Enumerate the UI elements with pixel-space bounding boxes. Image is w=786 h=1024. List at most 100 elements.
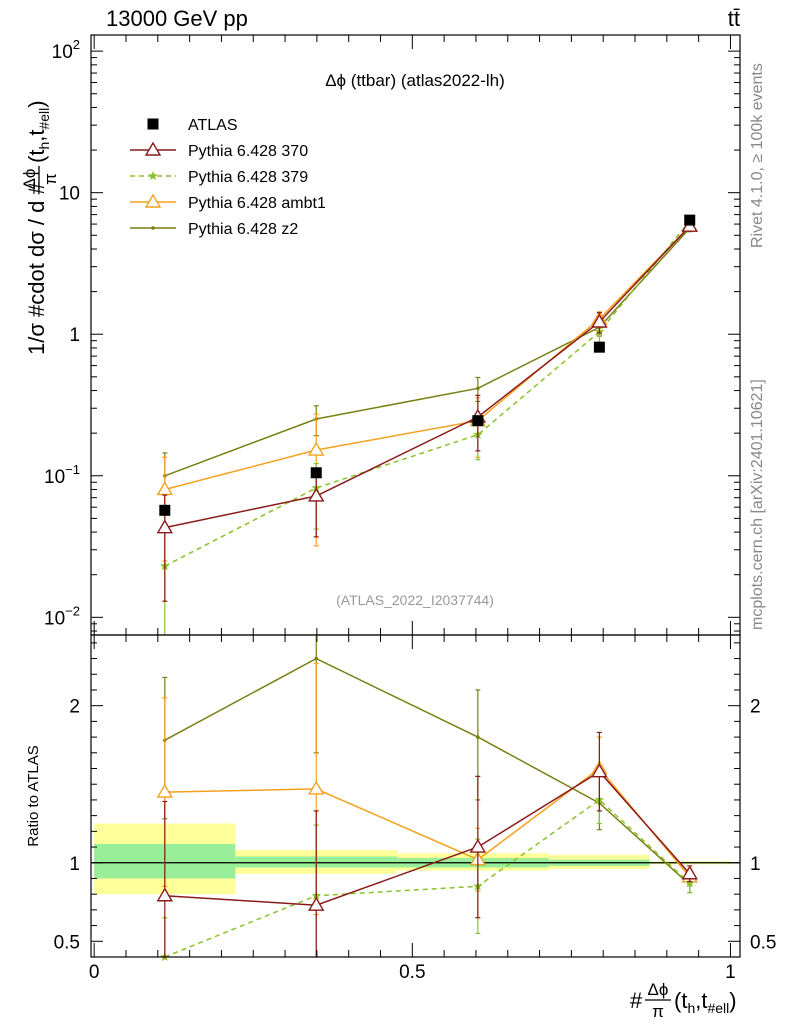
ratio-uncertainty-bands	[94, 823, 731, 895]
legend-marker	[144, 193, 162, 208]
main-series-1	[156, 217, 698, 602]
header-right-title: tt̄	[728, 6, 740, 31]
ylabel-frac-den: π	[41, 173, 60, 185]
ratio-y-tick-label-right: 1	[750, 854, 761, 875]
main-data-point	[684, 214, 696, 226]
main-y-tick-label: 102	[52, 37, 80, 63]
ratio-y-tick-label: 1	[69, 854, 80, 875]
main-data-point	[310, 467, 322, 479]
main-data-point	[159, 504, 171, 516]
mcplots-label: mcplots.cern.ch [arXiv:2401.10621]	[749, 379, 766, 630]
xlabel-sub1: h	[687, 1000, 695, 1016]
main-series-layer	[156, 214, 698, 635]
main-y-tick-label: 1	[69, 325, 80, 346]
legend-entry-3: Pythia 6.428 ambt1	[130, 193, 326, 212]
main-y-axis-label: 1/σ #cdot dσ / d # Δϕ π (th,t#ell)	[20, 100, 60, 355]
legend: ATLAS Pythia 6.428 370 Pythia 6.428 379 Pyt…	[130, 117, 326, 238]
main-y-tick-exp: 2	[73, 37, 80, 52]
legend-entry-4: Pythia 6.428 z2	[130, 221, 298, 238]
main-series-0	[159, 214, 696, 516]
xlabel-frac-num: Δϕ	[648, 980, 669, 999]
xlabel-frac-den: π	[652, 1002, 664, 1021]
ratio-panel: 0.5 0.51 12 2 0 0.5 1 Ratio to ATLAS # Δϕ π (…	[25, 634, 776, 1021]
main-data-point	[591, 313, 608, 328]
main-series-3	[156, 217, 698, 562]
ratio-data-point	[681, 865, 698, 880]
main-data-point	[156, 481, 174, 496]
analysis-watermark: (ATLAS_2022_I2037744)	[336, 592, 494, 608]
xlabel-pre: #	[630, 988, 643, 1013]
legend-label: Pythia 6.428 ambt1	[188, 195, 326, 212]
main-y-tick-base: 10	[52, 42, 73, 63]
ratio-data-point	[308, 896, 325, 911]
main-series-line	[164, 225, 691, 529]
ratio-series-0	[156, 731, 698, 957]
legend-marker	[151, 226, 155, 230]
legend-entry-0: ATLAS	[147, 117, 238, 134]
ratio-x-axis: 0 0.5 1	[89, 635, 736, 983]
main-y-tick-base: 10	[44, 608, 65, 629]
ratio-series-line	[164, 798, 691, 958]
ratio-y-axis: 0.5 0.5 1 1 2 2	[54, 642, 776, 953]
ratio-series-layer	[156, 635, 698, 961]
main-y-tick-label: 10−2	[44, 603, 80, 629]
ratio-data-point	[314, 656, 319, 661]
header-left-title: 13000 GeV pp	[106, 6, 248, 31]
svg-text:(th,t#ell): (th,t#ell)	[24, 100, 52, 163]
ratio-data-point	[156, 887, 174, 902]
xlabel-comma: ,t	[695, 988, 707, 1013]
ratio-panel-frame	[90, 634, 741, 958]
ylabel-pre: 1/σ #cdot dσ / d #	[24, 182, 49, 355]
main-y-tick-exp: −1	[65, 462, 80, 477]
main-data-point	[156, 519, 174, 534]
main-data-point	[308, 487, 325, 502]
main-y-tick-label: 10−1	[44, 462, 80, 488]
ratio-x-tick-label: 0.5	[399, 962, 425, 983]
xlabel-sub2: #ell	[707, 1000, 729, 1016]
main-series-2	[160, 216, 695, 635]
ratio-x-tick-label: 0	[89, 962, 100, 983]
main-data-point	[593, 341, 605, 353]
main-y-tick-exp: −2	[65, 603, 80, 618]
legend-marker	[147, 118, 159, 130]
legend-marker	[148, 171, 158, 180]
ylabel-mid: (t	[24, 150, 49, 163]
ratio-y-tick-label: 0.5	[54, 932, 80, 953]
rivet-version-label: Rivet 4.1.0, ≥ 100k events	[749, 63, 766, 248]
svg-text:1/σ #cdot dσ / d #: 1/σ #cdot dσ / d #	[24, 182, 49, 355]
ylabel-comma: ,t	[24, 130, 49, 142]
ylabel-sub2: #ell	[36, 108, 52, 130]
legend-entry-1: Pythia 6.428 370	[130, 141, 308, 160]
main-series-line	[164, 225, 691, 491]
x-axis-label: # Δϕ π (th,t#ell)	[630, 980, 737, 1021]
ratio-y-tick-label: 2	[69, 697, 80, 718]
ratio-data-point	[156, 783, 174, 798]
ratio-data-point	[476, 735, 480, 739]
svg-text:(th,t#ell): (th,t#ell)	[674, 988, 737, 1016]
ratio-x-tick-label: 1	[725, 962, 736, 983]
ylabel-post: )	[24, 100, 49, 107]
main-data-point	[308, 441, 325, 456]
ratio-data-point	[308, 780, 325, 795]
plot-title: Δϕ (ttbar) (atlas2022-lh)	[325, 71, 505, 90]
legend-marker	[144, 141, 162, 156]
ratio-y-tick-label-right: 0.5	[750, 932, 776, 953]
ratio-data-point	[685, 878, 695, 888]
legend-label: ATLAS	[188, 117, 238, 134]
main-series-line	[164, 220, 691, 567]
legend-label: Pythia 6.428 370	[188, 143, 308, 160]
ratio-series-line	[164, 770, 691, 906]
xlabel-post: )	[729, 988, 736, 1013]
main-data-point	[476, 386, 480, 391]
main-series-line	[164, 227, 691, 477]
ratio-data-point	[469, 838, 487, 853]
main-data-point	[472, 415, 484, 427]
xlabel-mid: (t	[674, 988, 687, 1013]
ratio-data-point	[591, 763, 608, 778]
ratio-y-axis-label: Ratio to ATLAS	[25, 745, 42, 846]
ratio-y-tick-label-right: 2	[750, 697, 761, 718]
ylabel-frac-num: Δϕ	[20, 169, 39, 190]
